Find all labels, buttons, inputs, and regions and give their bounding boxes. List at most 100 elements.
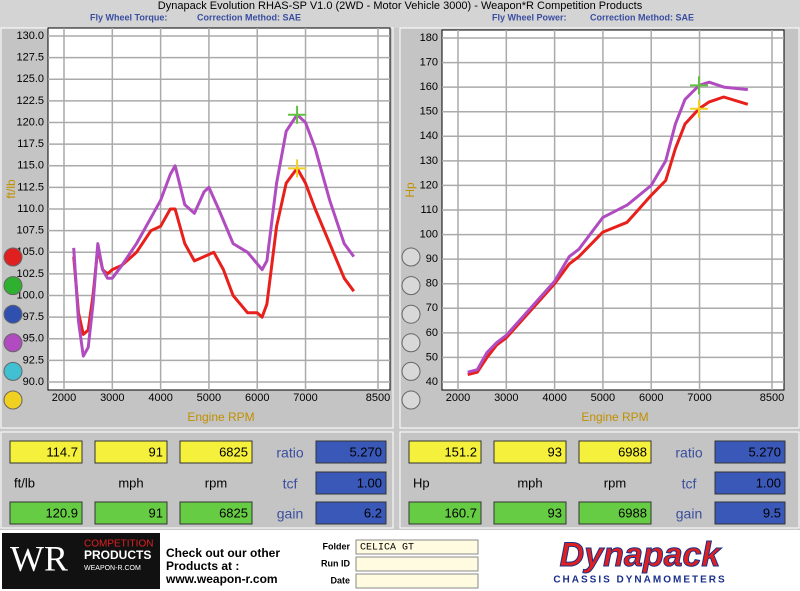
torque-line (72, 113, 356, 358)
y-tick-label: 180 (420, 32, 438, 44)
readout-value: 120.9 (45, 505, 78, 520)
readout-label: gain (277, 506, 303, 522)
readout-box (714, 471, 786, 495)
readout-box (179, 440, 253, 464)
readout-value: 6988 (618, 444, 647, 459)
x-tick-label: 2000 (446, 392, 470, 404)
x-tick-label: 8500 (760, 392, 784, 404)
correction: Correction Method: SAE (197, 12, 301, 22)
trace-button[interactable] (3, 304, 23, 324)
y-tick-label: 110 (420, 204, 438, 216)
trace-button[interactable] (401, 390, 421, 410)
readout-value: 6.2 (364, 505, 382, 520)
readout-value: 91 (149, 444, 163, 459)
y-tick-label: 112.5 (17, 181, 44, 193)
readout-value: 5.270 (748, 444, 781, 459)
readout-label: mph (517, 475, 542, 490)
readout-label: rpm (604, 475, 626, 490)
x-tick-label: 7000 (293, 392, 317, 404)
readout-box (493, 440, 567, 464)
readout-value: 93 (548, 505, 562, 520)
readout-label: gain (676, 506, 702, 522)
promo: Products at : (166, 559, 239, 573)
y-tick-label: 127.5 (16, 52, 44, 64)
y-tick-label: 70 (426, 302, 438, 314)
field-box[interactable] (355, 556, 479, 572)
readout-box (9, 501, 83, 525)
y-tick-label: 110.0 (17, 203, 44, 215)
field-box[interactable] (355, 539, 479, 555)
x-tick-label: 4000 (542, 392, 566, 404)
readout-value: 6825 (219, 444, 248, 459)
readout-value: 160.7 (444, 505, 477, 520)
x-tick-label: 6000 (639, 392, 663, 404)
y-tick-label: 122.5 (16, 95, 44, 107)
subtitle: Fly Wheel Power: (492, 12, 567, 22)
trace-button[interactable] (401, 276, 421, 296)
logo-line: COMPETITION (84, 539, 153, 550)
readout-value: 1.00 (756, 475, 781, 490)
y-tick-label: 130.0 (16, 30, 44, 42)
trace-button[interactable] (401, 361, 421, 381)
readout-value: 9.5 (763, 505, 781, 520)
correction: Correction Method: SAE (590, 12, 694, 22)
readout-label: ratio (276, 445, 303, 461)
footer: WR COMPETITION PRODUCTS WEAPON-R.COM Che… (0, 530, 800, 591)
readout-value: 114.7 (46, 444, 78, 459)
title-bar (0, 0, 800, 28)
field-box[interactable] (355, 573, 479, 589)
x-tick-label: 5000 (197, 392, 221, 404)
readout-label: Hp (413, 475, 430, 490)
cursor-marker (689, 99, 708, 118)
readout-box (408, 501, 482, 525)
y-tick-label: 50 (426, 351, 438, 363)
readout-box (315, 471, 387, 495)
y-tick-label: 97.5 (23, 311, 44, 323)
field-label: Date (330, 575, 350, 585)
x-tick-label: 6000 (245, 392, 269, 404)
readout-value: 93 (548, 444, 562, 459)
x-axis-label: Engine RPM (581, 410, 648, 424)
y-tick-label: 90.0 (23, 376, 44, 388)
trace-button[interactable] (3, 276, 23, 296)
y-tick-label: 80 (426, 278, 438, 290)
logo-url: WEAPON-R.COM (84, 565, 141, 572)
promo: Check out our other (166, 546, 280, 560)
trace-button[interactable] (401, 247, 421, 267)
cursor-marker (689, 76, 708, 95)
field-label: Folder (322, 541, 350, 551)
readout-box (315, 501, 387, 525)
y-tick-label: 105.0 (16, 246, 44, 258)
readout-label: mph (118, 475, 143, 490)
readout-box (9, 440, 83, 464)
trace-button[interactable] (401, 333, 421, 353)
x-tick-label: 3000 (100, 392, 124, 404)
readout-value: 6825 (219, 505, 248, 520)
trace-button[interactable] (3, 247, 23, 267)
y-tick-label: 100 (420, 228, 438, 240)
y-tick-label: 120 (420, 179, 438, 191)
readout-box (94, 440, 168, 464)
readout-box (578, 440, 652, 464)
readout-value: 1.00 (357, 475, 382, 490)
readout-label: tcf (682, 476, 697, 492)
readout-box (578, 501, 652, 525)
readout-label: rpm (205, 475, 227, 490)
trace-button[interactable] (3, 390, 23, 410)
y-tick-label: 90 (426, 253, 438, 265)
y-tick-label: 117.5 (17, 138, 44, 150)
readout-box (493, 501, 567, 525)
field-label: Run ID (321, 558, 350, 568)
readout-value: 5.270 (349, 444, 382, 459)
trace-button[interactable] (3, 361, 23, 381)
readout-box (714, 501, 786, 525)
trace-button[interactable] (3, 333, 23, 353)
x-tick-label: 5000 (591, 392, 615, 404)
trace-button[interactable] (401, 304, 421, 324)
readout-value: 91 (149, 505, 163, 520)
subtitle: Fly Wheel Torque: (90, 12, 167, 22)
brand: Dynapack (560, 536, 723, 574)
y-axis-label: Hp (403, 182, 417, 198)
y-tick-label: 107.5 (16, 225, 44, 237)
